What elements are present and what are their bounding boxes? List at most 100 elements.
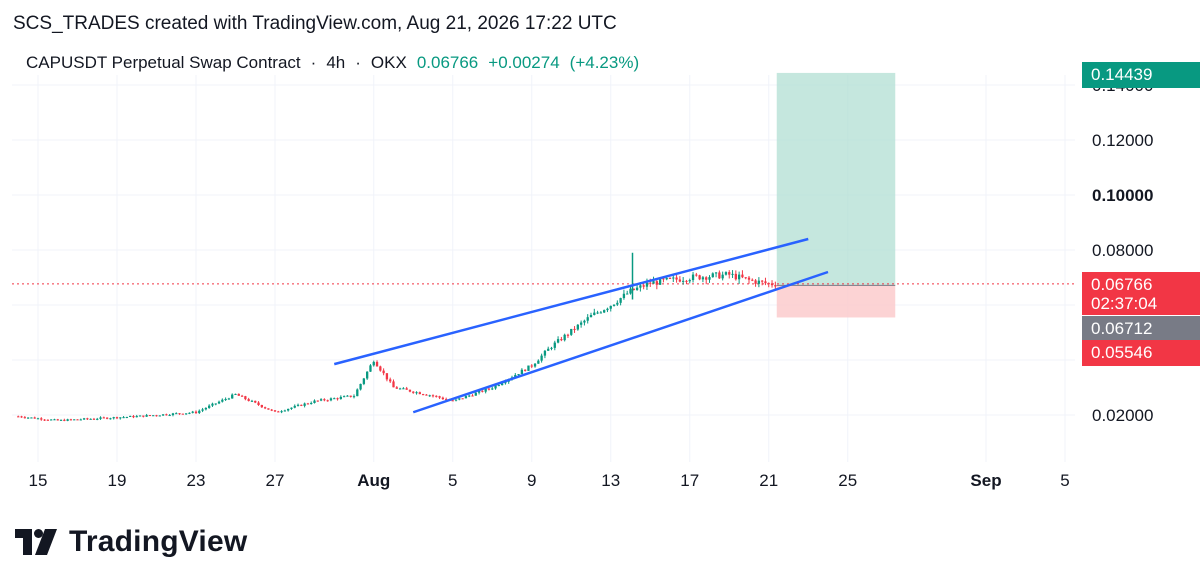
candle-body [764,281,767,284]
candle-body [435,395,438,397]
candle-body [603,310,606,313]
tradingview-logo[interactable]: TradingView [15,525,247,559]
candle-body [73,419,76,421]
candle-body [428,395,431,397]
candle-body [135,416,138,418]
candle-body [402,388,405,390]
candle-body [708,277,711,280]
candle-body [438,396,441,398]
candle-body [543,350,547,356]
candle-body [540,355,543,361]
candle-body [119,417,122,419]
x-tick-label: 13 [601,471,620,490]
symbol-name[interactable]: CAPUSDT Perpetual Swap Contract [26,53,301,72]
candle-body [668,277,672,279]
entry-price-tag: 0.06712 [1082,316,1200,342]
candle-body [718,272,721,279]
candle-body [504,381,507,384]
candle-body [280,411,283,413]
candle-body [122,417,125,419]
candle-body [171,413,175,416]
candle-body [757,280,761,284]
candle-body [36,418,40,420]
candle-body [319,399,323,401]
candle-body [221,399,224,402]
candle-body [237,393,240,396]
candle-body [152,415,155,417]
candle-body [468,395,471,397]
candle-body [566,334,570,336]
candle-body [349,395,352,397]
candle-body [711,273,714,278]
candle-body [530,365,533,367]
candle-body [382,370,385,374]
candle-body [145,415,148,417]
candle-body [556,339,560,343]
candle-body [408,389,412,392]
candle-body [142,415,145,417]
candle-body [678,279,682,282]
candle-body [313,400,316,403]
candle-body [76,419,79,421]
candle-body [724,272,728,275]
candle-body [138,415,142,417]
candle-body [56,419,59,421]
candle-body [754,280,757,284]
x-tick-label: 5 [448,471,457,490]
candle-body [537,360,540,364]
candle-body [201,409,204,411]
candle-body [155,415,158,417]
candle-body [550,347,553,349]
profit-zone [776,72,896,286]
candle-body [188,412,191,414]
candle-body [26,417,30,419]
candle-body [63,419,66,421]
candle-body [747,277,751,280]
x-tick-label: 25 [838,471,857,490]
candle-body [514,375,517,378]
candle-body [158,415,161,417]
candle-body [303,403,306,406]
candle-body [593,312,596,315]
countdown-tag: 02:37:04 [1082,293,1200,315]
candle-body [375,361,379,367]
candle-body [379,366,382,371]
candle-body [287,408,290,411]
candle-body [652,281,655,284]
candle-body [474,392,477,396]
candle-body [639,285,642,288]
candle-body [175,413,178,415]
y-tick-label: 0.08000 [1092,241,1153,260]
candle-body [329,398,333,401]
candle-body [277,411,280,413]
candle-body [658,278,662,285]
x-tick-label: 27 [266,471,285,490]
candle-body [622,293,626,299]
candle-body [405,388,408,390]
x-tick-label: 23 [187,471,206,490]
candle-body [662,278,665,280]
candle-body [767,283,770,285]
target-price-tag: 0.14439 [1082,62,1200,88]
candle-body [487,388,491,390]
candle-body [675,277,678,280]
candle-body [161,414,165,416]
candle-body [547,348,550,351]
candle-body [260,404,263,408]
x-tick-label: 9 [527,471,536,490]
candle-body [366,371,369,379]
chart-credit: SCS_TRADES created with TradingView.com,… [13,13,617,34]
candle-body [635,287,639,290]
candle-body [244,396,247,400]
interval[interactable]: 4h [326,53,346,72]
candle-body [714,272,718,274]
candle-body [211,403,214,406]
exchange: OKX [370,53,407,72]
candle-body [112,417,115,419]
candle-body [398,388,402,390]
upper-trendline [333,237,809,366]
candle-body [451,400,454,402]
candle-body [257,402,260,405]
